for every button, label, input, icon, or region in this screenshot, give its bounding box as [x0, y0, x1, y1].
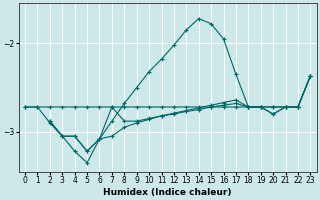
X-axis label: Humidex (Indice chaleur): Humidex (Indice chaleur): [103, 188, 232, 197]
